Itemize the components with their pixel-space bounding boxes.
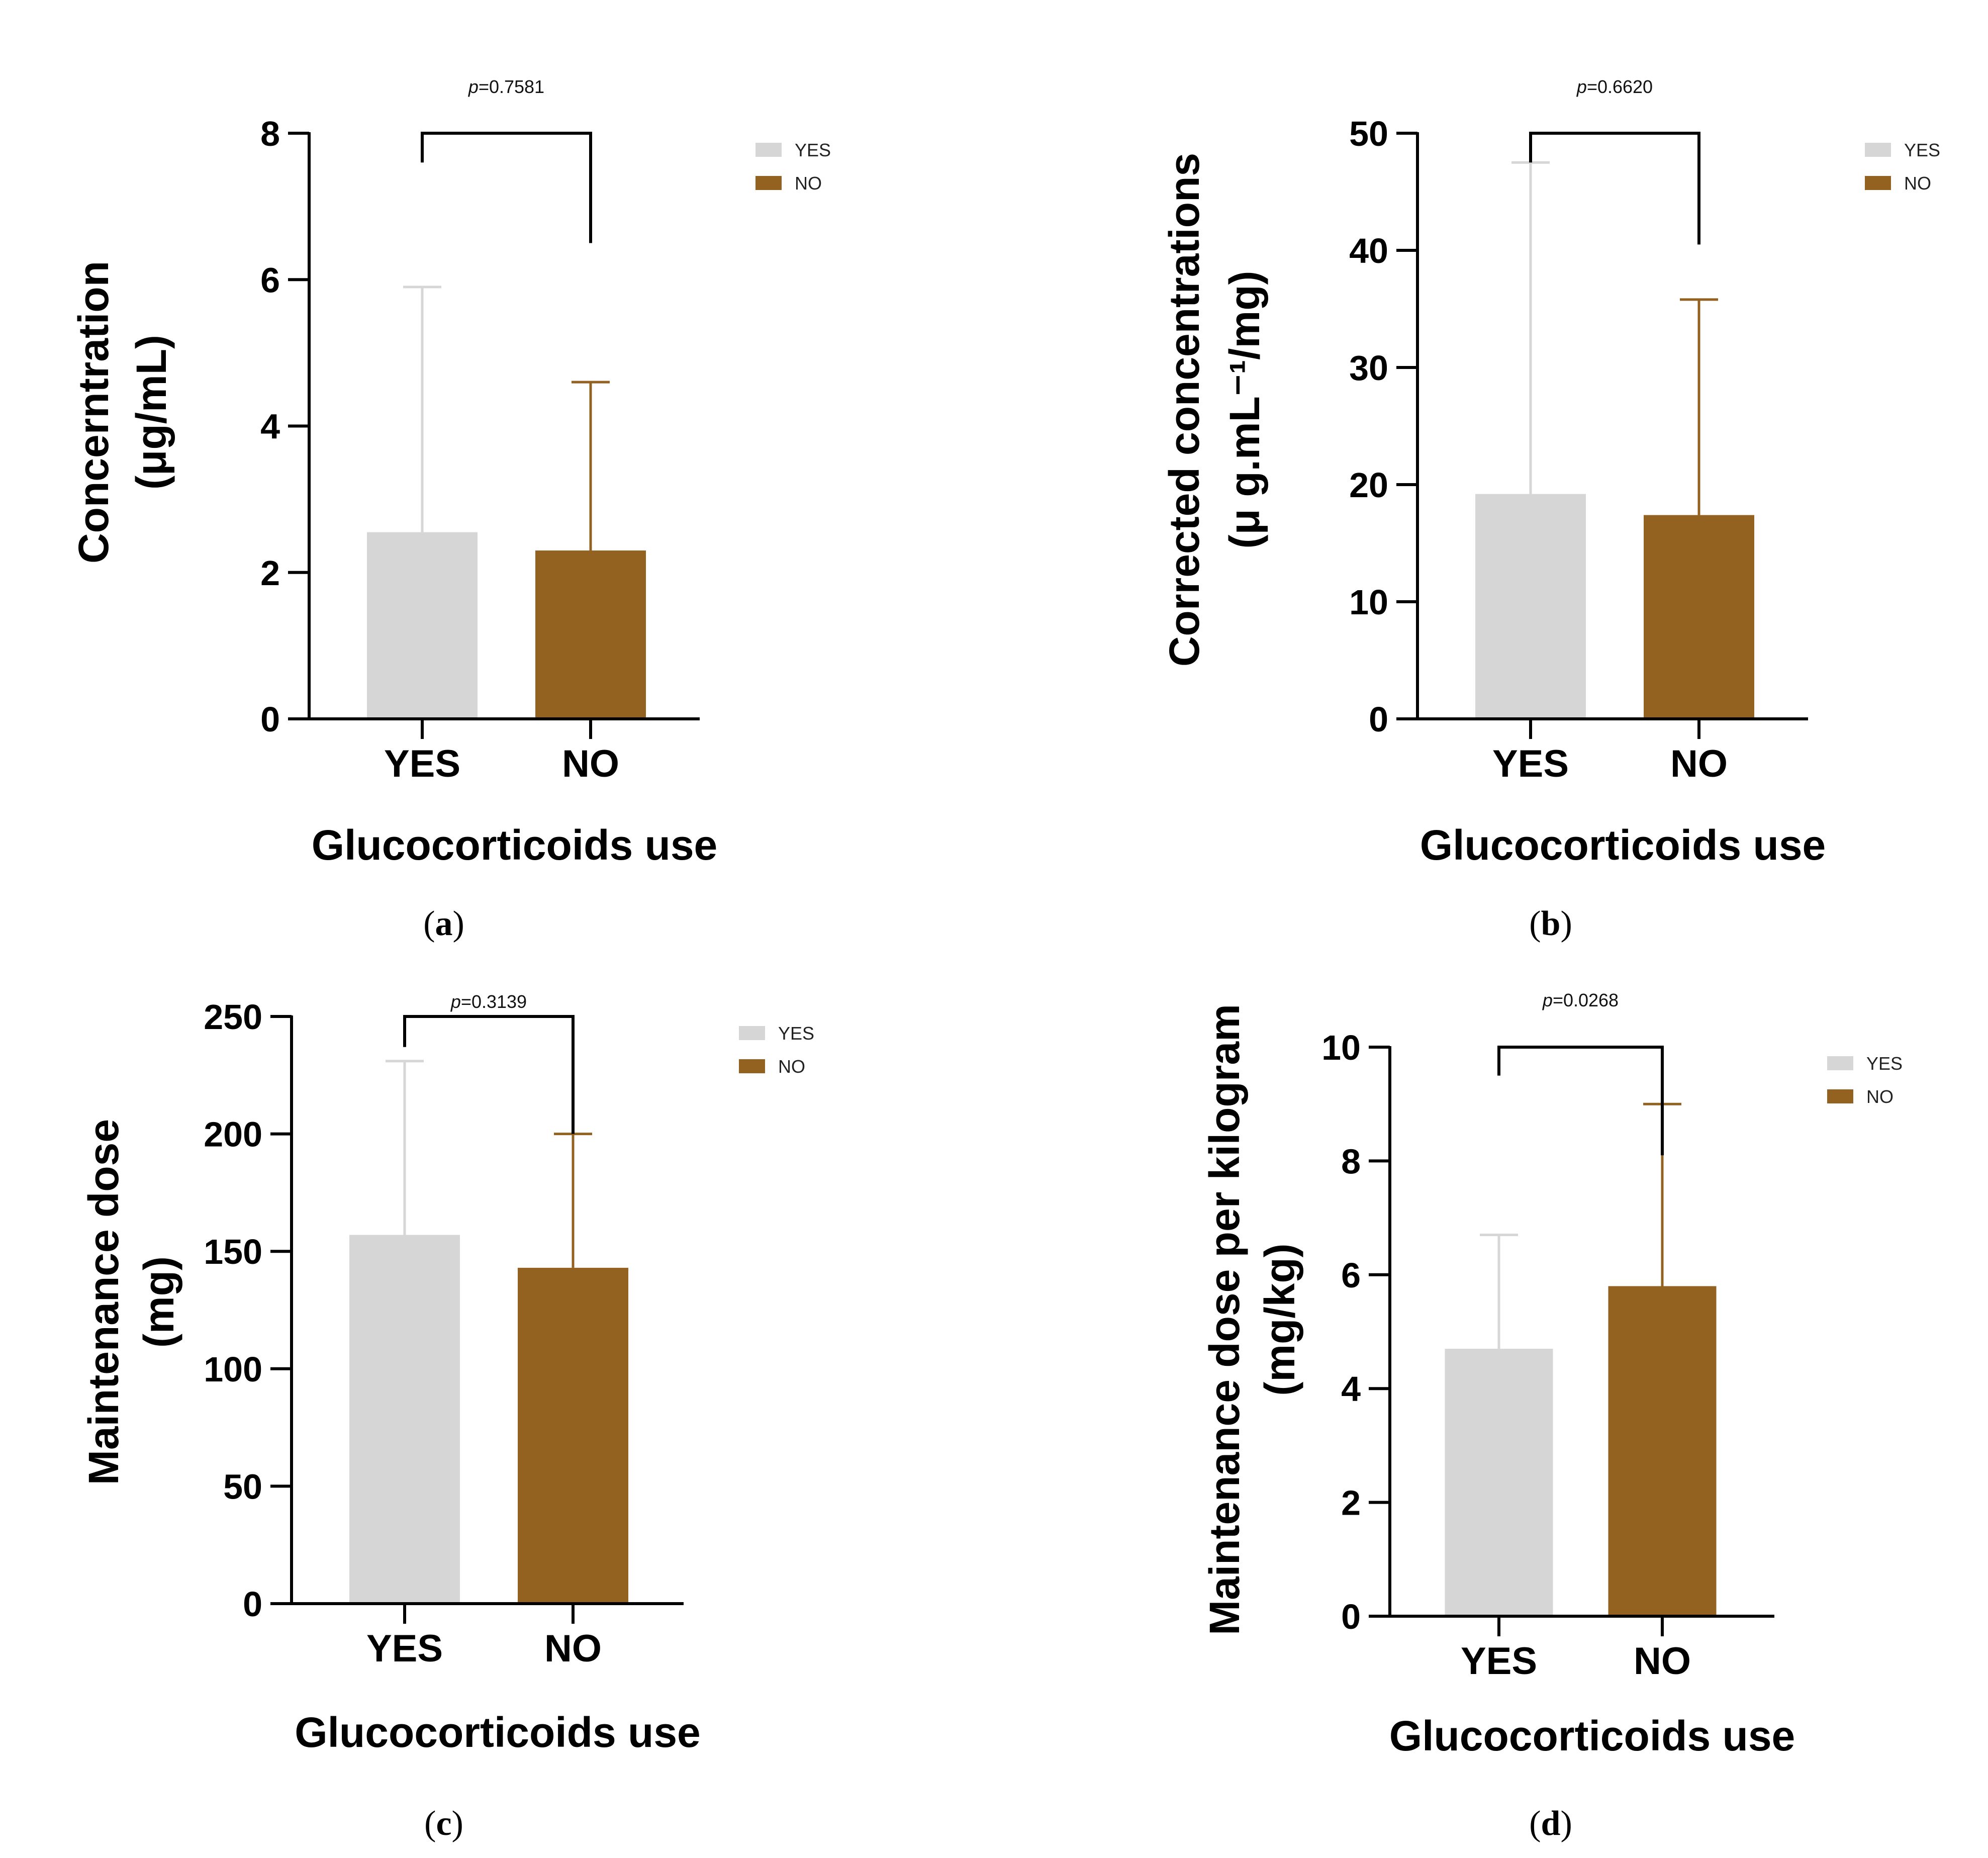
y-tick-label: 20 bbox=[1349, 466, 1388, 505]
p-value-label: p=0.3139 bbox=[450, 991, 527, 1012]
y-axis-title: Corrected concentrations bbox=[1161, 153, 1208, 667]
legend-swatch-yes bbox=[755, 143, 782, 157]
chart-panel-c: 0 50 100 150 200 250 YES NO Glucocorticoids use M… bbox=[80, 991, 814, 1756]
x-tick-label-yes: YES bbox=[1492, 742, 1569, 785]
legend-swatch-yes bbox=[1827, 1056, 1853, 1070]
x-tick-label-no: NO bbox=[562, 742, 619, 785]
x-axis-title: Glucocorticoids use bbox=[312, 821, 718, 869]
significance-bracket bbox=[421, 132, 592, 243]
y-axis-subtitle: (mg) bbox=[135, 1256, 182, 1348]
y-tick-label: 8 bbox=[260, 114, 280, 153]
y-tick-label: 0 bbox=[260, 700, 280, 739]
legend-label-yes: YES bbox=[1866, 1053, 1903, 1074]
y-tick-label: 50 bbox=[223, 1467, 262, 1506]
legend-label-no: NO bbox=[778, 1056, 805, 1077]
y-tick-label: 150 bbox=[204, 1232, 262, 1271]
legend-swatch-no bbox=[1865, 176, 1891, 190]
legend-swatch-no bbox=[1827, 1089, 1853, 1103]
y-tick-label: 6 bbox=[1341, 1256, 1361, 1295]
panel-label-a: (a) bbox=[423, 904, 464, 943]
bar-yes bbox=[1445, 1348, 1553, 1616]
bar-yes bbox=[1475, 494, 1586, 719]
x-axis-title: Glucocorticoids use bbox=[1389, 1712, 1795, 1759]
x-tick-label-yes: YES bbox=[1461, 1640, 1537, 1683]
legend-label-yes: YES bbox=[1904, 140, 1940, 160]
chart-panel-d: 0 2 4 6 8 10 YES NO Glucocorticoids use Maintenan… bbox=[1201, 990, 1903, 1759]
y-tick-label: 100 bbox=[204, 1350, 262, 1389]
y-axis-title: Concerntration bbox=[70, 261, 117, 564]
p-value-label: p=0.0268 bbox=[1542, 990, 1619, 1010]
p-value-label: p=0.7581 bbox=[468, 76, 544, 97]
y-tick-label: 0 bbox=[243, 1585, 262, 1624]
y-tick-label: 50 bbox=[1349, 114, 1388, 153]
bar-yes bbox=[349, 1235, 460, 1604]
x-axis-title: Glucocorticoids use bbox=[295, 1709, 701, 1756]
y-axis-title: Maintenance dose per kilogram bbox=[1201, 1004, 1248, 1635]
y-axis-subtitle: (μ g.mL⁻¹/mg) bbox=[1221, 271, 1268, 549]
y-tick-label: 30 bbox=[1349, 348, 1388, 388]
y-tick-label: 40 bbox=[1349, 231, 1388, 270]
bar-no bbox=[1644, 515, 1754, 719]
x-tick-label-no: NO bbox=[1634, 1640, 1691, 1683]
chart-panel-a: 0 2 4 6 8 YES NO Glucocorticoids use Concerntrat… bbox=[70, 76, 831, 869]
y-tick-label: 10 bbox=[1349, 583, 1388, 622]
y-tick-label: 250 bbox=[204, 997, 262, 1037]
x-tick-label-yes: YES bbox=[384, 742, 460, 785]
panel-label-c: (c) bbox=[424, 1804, 463, 1843]
x-tick-label-no: NO bbox=[544, 1627, 602, 1670]
bar-no bbox=[518, 1267, 628, 1604]
significance-bracket bbox=[403, 1015, 575, 1134]
x-tick-label-yes: YES bbox=[366, 1627, 443, 1670]
y-axis-subtitle: (μg/mL) bbox=[128, 335, 175, 490]
significance-bracket bbox=[1497, 1046, 1664, 1156]
bar-no bbox=[1608, 1286, 1717, 1616]
legend-label-yes: YES bbox=[778, 1023, 814, 1044]
legend-label-no: NO bbox=[795, 173, 822, 194]
y-tick-label: 2 bbox=[1341, 1483, 1361, 1523]
legend-label-yes: YES bbox=[795, 140, 831, 160]
legend-label-no: NO bbox=[1904, 173, 1931, 194]
y-tick-label: 2 bbox=[260, 553, 280, 593]
x-tick-label-no: NO bbox=[1670, 742, 1728, 785]
legend-swatch-no bbox=[739, 1059, 765, 1073]
y-tick-label: 4 bbox=[1341, 1369, 1361, 1409]
y-tick-label: 10 bbox=[1321, 1028, 1361, 1067]
legend-swatch-yes bbox=[739, 1026, 765, 1040]
bar-no bbox=[535, 550, 646, 719]
legend-swatch-yes bbox=[1865, 143, 1891, 157]
y-tick-label: 4 bbox=[260, 407, 280, 446]
y-tick-label: 0 bbox=[1369, 700, 1388, 739]
bar-yes bbox=[367, 532, 478, 719]
panels: 0 2 4 6 8 YES NO Glucocorticoids use Concerntrat… bbox=[70, 76, 1940, 1759]
y-tick-label: 6 bbox=[260, 260, 280, 300]
significance-bracket bbox=[1529, 132, 1700, 245]
y-tick-label: 0 bbox=[1341, 1597, 1361, 1636]
y-axis-subtitle: (mg/kg) bbox=[1256, 1243, 1303, 1396]
legend-label-no: NO bbox=[1866, 1086, 1894, 1107]
p-value-label: p=0.6620 bbox=[1576, 76, 1653, 97]
panel-label-d: (d) bbox=[1529, 1804, 1572, 1843]
y-tick-label: 8 bbox=[1341, 1142, 1361, 1181]
panel-label-b: (b) bbox=[1529, 904, 1572, 943]
y-axis-title: Maintenance dose bbox=[80, 1119, 127, 1485]
chart-panel-b: 0 10 20 30 40 50 YES NO Glucocorticoids use Corre… bbox=[1161, 76, 1940, 869]
y-tick-label: 200 bbox=[204, 1115, 262, 1154]
legend-swatch-no bbox=[755, 176, 782, 190]
x-axis-title: Glucocorticoids use bbox=[1420, 821, 1826, 869]
